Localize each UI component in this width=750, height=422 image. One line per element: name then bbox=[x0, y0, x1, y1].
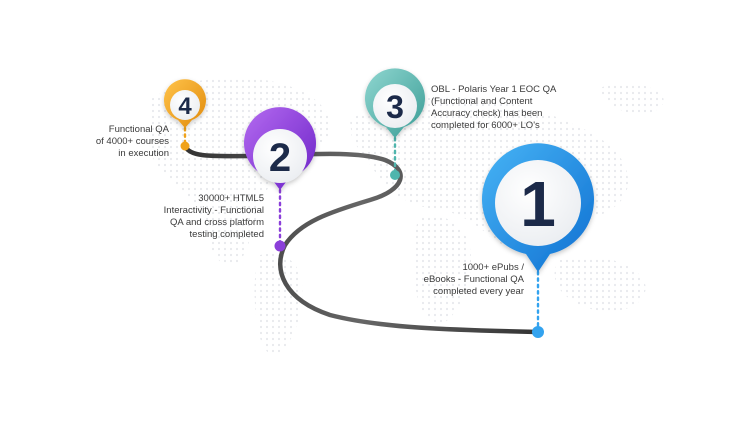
milestone-3-line: Accuracy check) has been bbox=[431, 108, 543, 119]
road-markers bbox=[180, 141, 544, 338]
milestone-label-1: 1000+ ePubs / eBooks - Functional QA com… bbox=[424, 262, 524, 298]
milestone-1-line: 1000+ ePubs / bbox=[462, 262, 524, 273]
milestone-2-line: 30000+ HTML5 bbox=[198, 193, 264, 204]
milestone-4-line: Functional QA bbox=[108, 124, 169, 135]
map-pin-icon: 2 bbox=[243, 107, 316, 190]
milestone-3-line: OBL - Polaris Year 1 EOC QA bbox=[431, 84, 557, 95]
map-pin-icon: 1 bbox=[482, 143, 594, 272]
milestone-number-2: 2 bbox=[269, 136, 291, 180]
marker-4 bbox=[180, 141, 190, 151]
milestone-number-1: 1 bbox=[520, 168, 556, 240]
milestone-number-3: 3 bbox=[386, 89, 404, 125]
milestone-1-line: completed every year bbox=[433, 286, 524, 297]
milestone-label-4: Functional QA of 4000+ courses in execut… bbox=[96, 124, 169, 160]
milestone-2-line: QA and cross platform bbox=[170, 217, 264, 228]
milestone-number-4: 4 bbox=[178, 93, 192, 120]
marker-2 bbox=[274, 240, 286, 252]
milestone-1-line: eBooks - Functional QA bbox=[423, 274, 524, 285]
milestone-4-line: of 4000+ courses bbox=[95, 136, 169, 147]
map-pin-icon: 3 bbox=[365, 68, 426, 138]
milestone-label-3: OBL - Polaris Year 1 EOC QA (Functional … bbox=[431, 84, 556, 132]
map-pin-icon: 4 bbox=[164, 79, 207, 128]
milestone-2-line: testing completed bbox=[189, 229, 264, 240]
marker-1 bbox=[532, 326, 544, 338]
milestone-2-line: Interactivity - Functional bbox=[163, 205, 264, 216]
marker-3 bbox=[390, 170, 400, 180]
milestone-3-line: (Functional and Content bbox=[431, 96, 533, 107]
milestone-4-line: in execution bbox=[118, 148, 169, 159]
milestone-3-line: completed for 6000+ LO's bbox=[431, 120, 540, 131]
milestone-label-2: 30000+ HTML5 Interactivity - Functional … bbox=[164, 193, 264, 241]
